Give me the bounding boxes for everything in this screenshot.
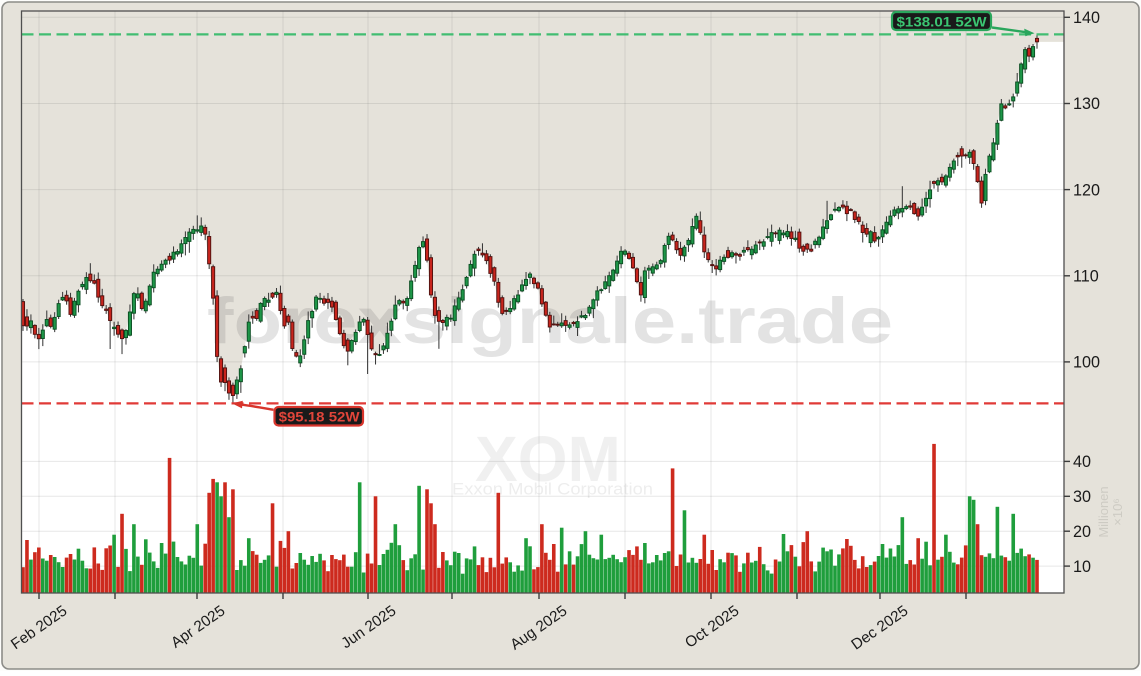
svg-text:10: 10: [1073, 558, 1091, 576]
svg-text:120: 120: [1073, 181, 1100, 199]
svg-text:140: 140: [1073, 9, 1100, 27]
svg-text:130: 130: [1073, 95, 1100, 113]
svg-text:$95.18 52W: $95.18 52W: [279, 409, 360, 424]
svg-text:110: 110: [1073, 268, 1099, 286]
svg-text:×10⁶: ×10⁶: [1110, 498, 1125, 525]
svg-text:40: 40: [1073, 453, 1091, 471]
svg-text:$138.01 52W: $138.01 52W: [897, 14, 987, 29]
svg-text:100: 100: [1073, 354, 1100, 372]
svg-text:30: 30: [1073, 488, 1091, 506]
svg-text:Exxon Mobil Corporation: Exxon Mobil Corporation: [452, 480, 653, 499]
svg-text:XOM: XOM: [475, 423, 621, 495]
svg-text:20: 20: [1073, 523, 1091, 541]
svg-text:Millionen: Millionen: [1096, 486, 1111, 537]
